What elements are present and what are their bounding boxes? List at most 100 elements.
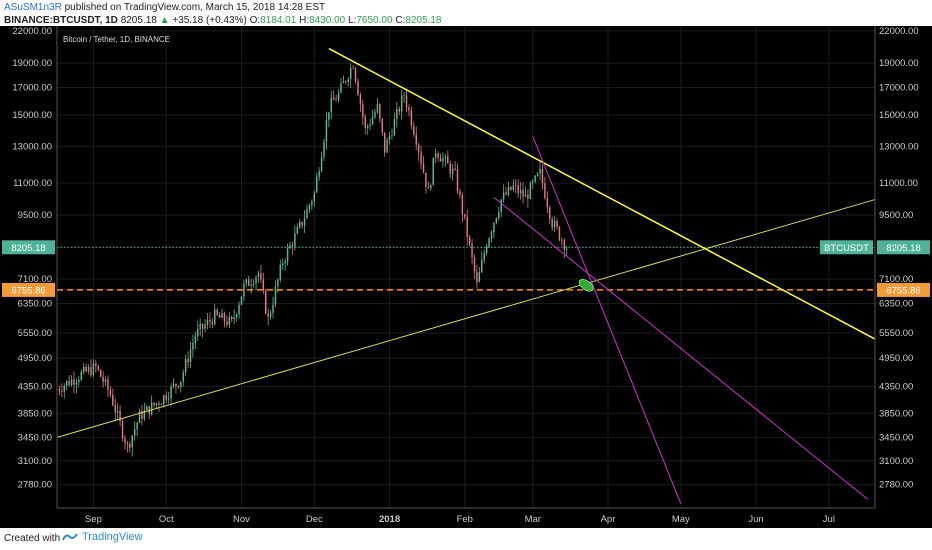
y-tick-label-right: 3450.00	[879, 432, 913, 443]
tradingview-brand[interactable]: TradingView	[62, 531, 143, 543]
candle-body	[388, 135, 391, 140]
left-price-scale[interactable]: 22000.00 19000.00 17000.00 15000.00 13000.00…	[12, 26, 52, 491]
candle-up	[146, 404, 148, 411]
candle-body	[403, 95, 405, 96]
y-tick-label-left: 7100.00	[18, 274, 52, 285]
candle-up	[536, 172, 539, 177]
right-price-scale[interactable]: 22000.00 19000.00 17000.00 15000.00 13000.00…	[879, 26, 919, 491]
candle-down	[73, 371, 75, 394]
time-scale[interactable]: Sep Oct Nov Dec 2018 Feb Mar Apr May Jun Jul	[85, 514, 835, 525]
candle-up	[294, 225, 296, 251]
candle-body	[379, 104, 381, 119]
chart-area[interactable]: 22000.00 19000.00 17000.00 15000.00 13000.00…	[0, 26, 932, 528]
candle-up	[284, 257, 286, 271]
candle-body	[500, 199, 502, 213]
open-value: 8184.01	[260, 15, 297, 26]
candle-up	[303, 209, 306, 233]
x-tick-label: Nov	[233, 514, 250, 525]
candle-up	[529, 180, 532, 200]
candle-body	[150, 402, 153, 415]
candle-down	[352, 64, 354, 70]
x-tick-label: 2018	[379, 514, 400, 525]
candle-down	[97, 364, 99, 372]
candle-down	[126, 440, 129, 453]
candle-body	[245, 279, 248, 284]
candle-down	[354, 67, 357, 85]
candle-body	[87, 367, 90, 372]
candle-down	[267, 308, 269, 326]
candle-body	[233, 317, 235, 320]
candle-up	[65, 380, 68, 391]
candle-body	[374, 112, 376, 118]
candle-down	[541, 164, 544, 190]
candle-body	[420, 152, 422, 164]
candle-body	[481, 259, 483, 273]
candle-up	[279, 259, 282, 283]
y-tick-label-left: 3100.00	[18, 456, 52, 467]
candle-up	[155, 402, 158, 409]
candle-up	[396, 101, 398, 128]
candle-up	[182, 369, 184, 387]
price-chart[interactable]: 22000.00 19000.00 17000.00 15000.00 13000.00…	[0, 26, 932, 528]
candle-body	[483, 253, 485, 260]
candle-body	[451, 168, 454, 174]
candle-up	[199, 318, 201, 337]
candle-down	[177, 385, 180, 389]
candles	[56, 63, 568, 457]
candle-body	[376, 104, 379, 113]
close-value: 8205.18	[405, 15, 442, 26]
candle-body	[58, 389, 61, 391]
candle-body	[85, 366, 87, 372]
candle-up	[490, 229, 493, 243]
candle-up	[63, 383, 66, 399]
candle-up	[393, 112, 396, 137]
price-change: +35.18 (+0.43%)	[172, 15, 247, 26]
candle-body	[541, 168, 544, 184]
candle-body	[165, 395, 167, 400]
candle-body	[430, 185, 432, 189]
candle-down	[468, 235, 471, 247]
candle-body	[352, 67, 354, 69]
candle-body	[155, 403, 158, 406]
candle-up	[340, 77, 342, 94]
candle-body	[315, 176, 318, 193]
candle-up	[167, 391, 170, 404]
candle-down	[415, 126, 417, 151]
candle-down	[153, 402, 155, 408]
candle-up	[131, 434, 133, 457]
candle-body	[366, 126, 369, 128]
candle-down	[332, 90, 335, 101]
chart-background	[0, 26, 932, 528]
candle-body	[257, 273, 260, 278]
candle-body	[488, 238, 490, 247]
y-tick-label-right: 13000.00	[879, 141, 919, 152]
y-tick-label-right: 5550.00	[879, 328, 913, 339]
open-label: O:	[249, 15, 261, 26]
candle-body	[357, 81, 359, 96]
y-tick-label-right: 3100.00	[879, 456, 913, 467]
candle-down	[61, 383, 63, 397]
candle-body	[265, 290, 267, 314]
candle-body	[133, 429, 136, 436]
candle-up	[172, 378, 175, 389]
y-tick-label-right: 9500.00	[879, 210, 913, 221]
candle-body	[422, 163, 425, 173]
intersection-marker	[578, 279, 594, 292]
footer: Created with TradingView	[0, 528, 932, 550]
candle-body	[231, 317, 233, 320]
candle-body	[252, 283, 255, 285]
candle-up	[116, 402, 119, 421]
candle-down	[301, 221, 303, 229]
candle-body	[461, 194, 464, 215]
author-link[interactable]: ASuSM1n3R	[4, 2, 62, 13]
candle-body	[68, 381, 70, 386]
candle-up	[250, 278, 252, 294]
candle-body	[124, 438, 126, 444]
candle-down	[175, 383, 177, 394]
candle-down	[544, 177, 546, 200]
candle-body	[75, 382, 78, 385]
candle-body	[558, 227, 561, 240]
candle-body	[549, 207, 551, 220]
candle-body	[163, 395, 165, 405]
candle-body	[160, 404, 163, 406]
